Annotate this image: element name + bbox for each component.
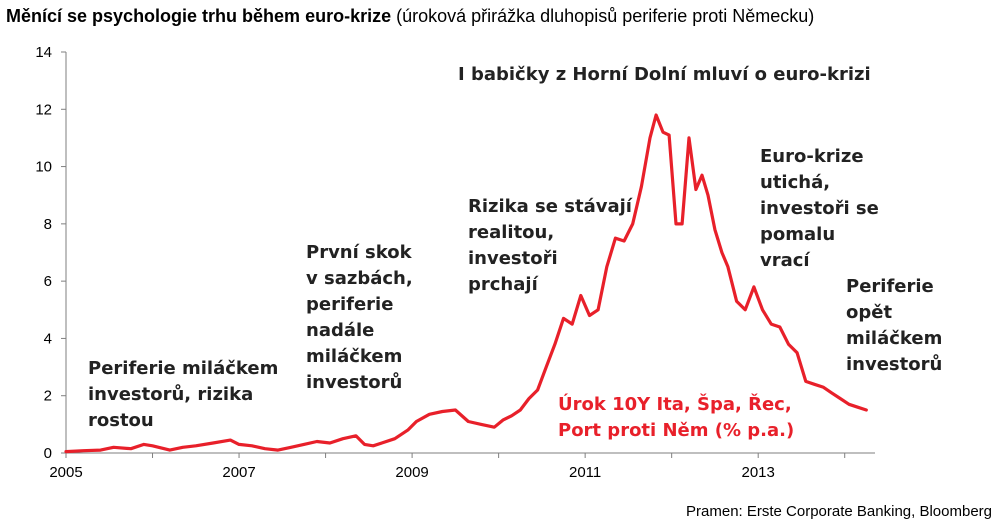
- series-label-line: Port proti Něm (% p.a.): [558, 420, 795, 441]
- annotation-line: pomalu: [760, 224, 836, 245]
- annotation-stage-6: Periferie opět miláčkem investorů: [846, 274, 942, 378]
- x-tick-label: 2005: [49, 464, 82, 481]
- chart-title-bold: Měnící se psychologie trhu během euro-kr…: [6, 6, 392, 26]
- series-label-line: Úrok 10Y Ita, Špa, Řec,: [558, 394, 792, 415]
- chart-title-subtitle: (úroková přirážka dluhopisů periferie pr…: [391, 6, 815, 26]
- annotation-line: První skok: [306, 242, 412, 263]
- y-tick-label: 12: [35, 101, 52, 118]
- y-tick-label: 6: [44, 273, 52, 290]
- annotation-line: Periferie: [846, 276, 934, 297]
- x-tick-label: 2013: [742, 464, 775, 481]
- annotation-line: miláčkem: [846, 328, 943, 349]
- source-note: Pramen: Erste Corporate Banking, Bloombe…: [686, 503, 992, 520]
- annotation-line: investorů: [846, 354, 943, 375]
- x-tick-label: 2011: [569, 464, 601, 481]
- annotation-line: utichá,: [760, 172, 831, 193]
- annotation-line: realitou,: [468, 222, 555, 243]
- x-tick-label: 2007: [222, 464, 255, 481]
- annotation-line: investorů: [306, 372, 403, 393]
- y-tick-label: 14: [35, 44, 52, 61]
- annotation-stage-1: Periferie miláčkem investorů, rizika ros…: [88, 356, 278, 434]
- annotation-line: Rizika se stávají: [468, 196, 632, 217]
- y-tick-label: 8: [44, 216, 52, 233]
- annotation-line: periferie: [306, 294, 394, 315]
- chart-title: Měnící se psychologie trhu během euro-kr…: [6, 6, 814, 27]
- annotation-stage-5: Euro-krize utichá, investoři se pomalu v…: [760, 144, 879, 274]
- annotation-line: investoři se: [760, 198, 879, 219]
- x-tick-label: 2009: [395, 464, 428, 481]
- series-label: Úrok 10Y Ita, Špa, Řec, Port proti Něm (…: [558, 392, 794, 444]
- annotation-line: Euro-krize: [760, 146, 864, 167]
- annotation-line: prchají: [468, 274, 538, 295]
- annotation-line: I babičky z Horní Dolní mluví o euro-kri…: [458, 64, 871, 85]
- annotation-stage-3: Rizika se stávají realitou, investoři pr…: [468, 194, 632, 298]
- annotation-line: nadále: [306, 320, 375, 341]
- annotation-line: Periferie miláčkem: [88, 358, 279, 379]
- annotation-stage-4: I babičky z Horní Dolní mluví o euro-kri…: [458, 62, 871, 88]
- y-tick-label: 0: [44, 445, 52, 462]
- annotation-line: investoři: [468, 248, 558, 269]
- annotation-line: investorů, rizika: [88, 384, 254, 405]
- annotation-line: miláčkem: [306, 346, 403, 367]
- y-tick-label: 4: [44, 330, 52, 347]
- annotation-line: rostou: [88, 410, 154, 431]
- y-tick-label: 2: [44, 388, 52, 405]
- annotation-line: v sazbách,: [306, 268, 413, 289]
- series-line: [64, 113, 868, 454]
- annotation-line: opět: [846, 302, 893, 323]
- y-tick-label: 10: [35, 159, 52, 176]
- annotation-line: vrací: [760, 250, 810, 271]
- annotation-stage-2: První skok v sazbách, periferie nadále m…: [306, 240, 413, 396]
